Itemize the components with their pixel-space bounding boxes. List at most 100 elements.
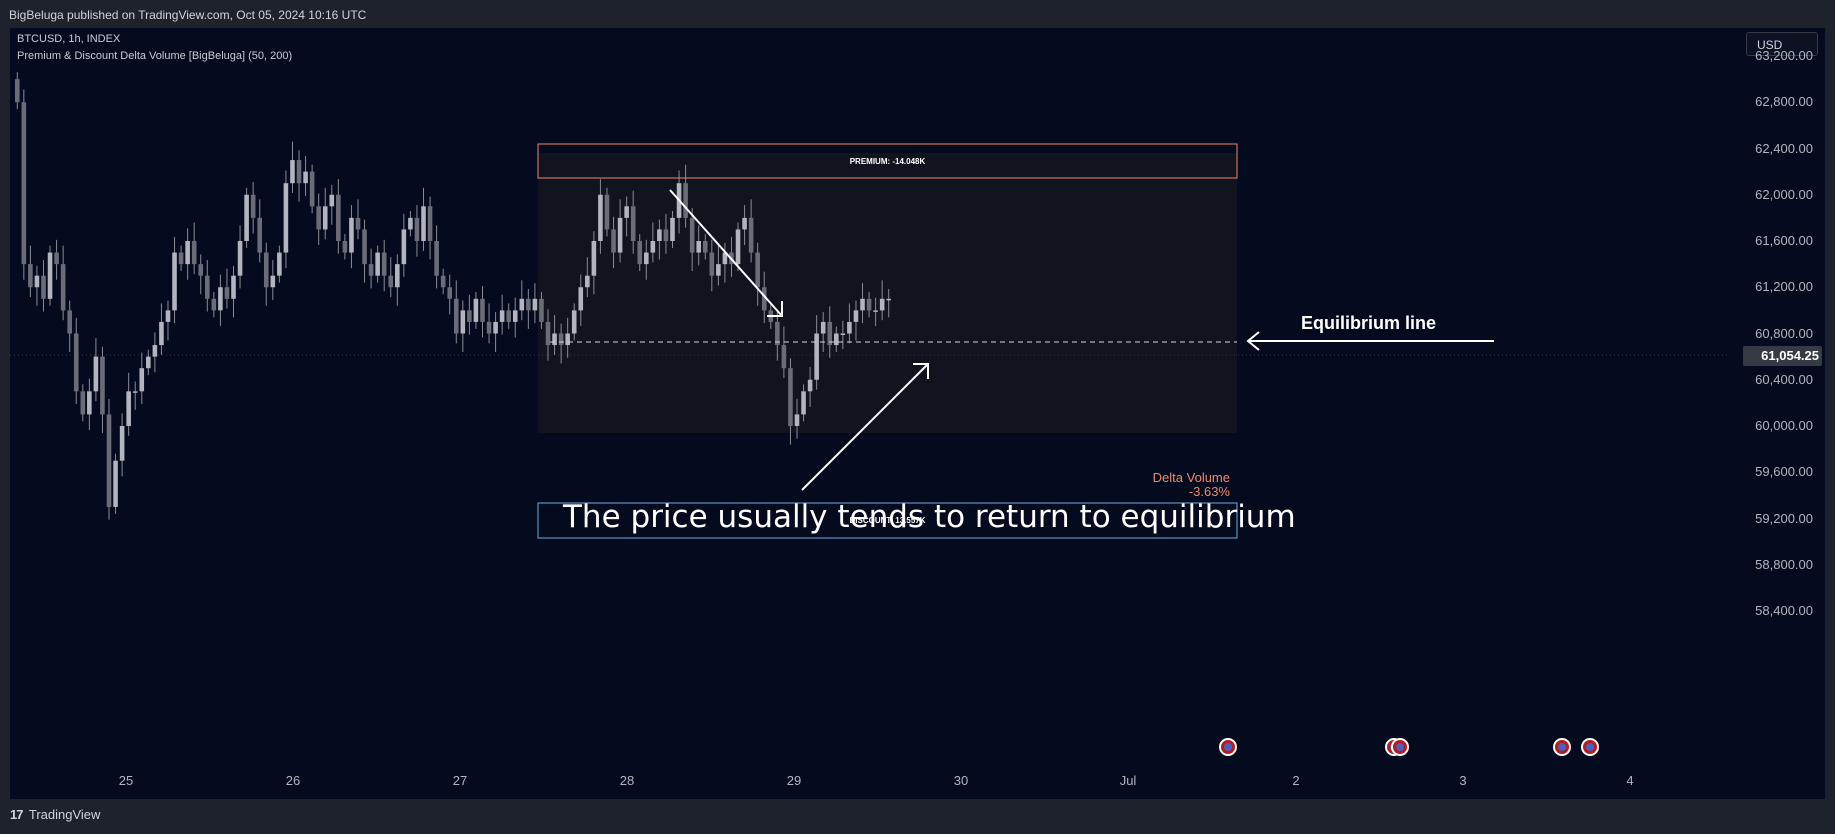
price-axis-label: 60,000.00 [1755,418,1813,433]
price-chart[interactable] [10,28,1825,799]
price-axis-label: 61,200.00 [1755,279,1813,295]
candle-body [853,310,859,322]
candle-body [552,333,557,346]
us-flag-event-icon[interactable] [1219,738,1237,756]
candle-body [624,206,629,218]
candle-body [761,287,767,311]
candle-body [814,333,819,380]
premium-zone[interactable] [537,143,1238,179]
candle-body [113,460,118,507]
price-axis-label: 60,800.00 [1755,325,1813,341]
candle-body [139,368,145,392]
candle-body [788,368,793,426]
candle-body [375,252,380,276]
candle-body [21,102,27,265]
chart-pane[interactable]: BTCUSD, 1h, INDEX Premium & Discount Del… [10,28,1825,799]
candle-body [54,252,59,265]
candle-body [41,275,46,299]
currency-button[interactable]: USD [1746,32,1818,56]
current-price-badge: 61,054.25 [1743,346,1822,366]
price-axis-label: 62,000.00 [1755,186,1813,202]
discount-zone[interactable] [537,502,1238,539]
brand-name: TradingView [28,807,101,822]
candle-body [283,183,289,253]
candle-body [146,356,151,369]
symbol-legend[interactable]: BTCUSD, 1h, INDEX [17,33,121,45]
time-axis-label: 4 [1626,773,1634,788]
candle-body [296,160,302,184]
candle-body [486,321,492,334]
candle-body [689,217,695,253]
candle-body [598,194,603,241]
candle-body [218,287,223,311]
candle-body [663,229,669,241]
footer-bar: 17 TradingView [0,799,1835,834]
candle-body [617,217,623,253]
price-axis-label: 60,400.00 [1755,371,1813,387]
candle-body [866,298,872,311]
candle-body [34,275,40,288]
candle-body [453,298,459,334]
candle-body [748,217,754,253]
price-axis-label: 59,600.00 [1755,464,1813,480]
candle-body [67,310,72,334]
candle-body [499,310,505,322]
candle-body [775,321,780,346]
candle-body [250,194,256,218]
candle-body [467,310,472,322]
price-axis-label: 62,800.00 [1755,94,1813,110]
candle-body [630,206,636,241]
candle-body [545,321,551,346]
candle-body [178,252,184,265]
candle-body [637,241,643,265]
candle-body [87,391,92,415]
candle-body [290,160,295,184]
candle-body [532,298,538,311]
candle-body [840,333,846,335]
candle-body [571,310,577,334]
tradingview-brand[interactable]: 17 TradingView [10,807,100,822]
candle-body [460,310,466,334]
candle-body [480,298,485,322]
candle-body [244,194,249,241]
candle-body [473,298,479,322]
us-flag-event-icon[interactable] [1553,738,1571,756]
candle-body [611,229,616,253]
equilibrium-annotation: Equilibrium line [1301,313,1437,333]
candle-body [342,241,348,253]
candle-body [172,252,177,311]
premium-label: PREMIUM: -14.048K [849,157,926,166]
candle-body [722,252,728,265]
down-arrow [669,189,783,317]
candle-body [362,229,367,265]
candle-body [440,275,446,288]
price-axis-label: 58,800.00 [1755,556,1813,572]
candle-body [349,217,354,253]
candle-body [191,241,197,265]
candle-body [257,217,263,253]
price-axis-label: 63,200.00 [1755,48,1813,63]
candle-body [506,310,511,322]
discount-label: DISCOUNT: 13.557K [849,516,926,525]
candle-body [73,333,79,392]
publish-header: BigBeluga published on TradingView.com, … [0,0,1835,28]
us-flag-event-icon[interactable] [1391,738,1409,756]
candle-body [834,333,839,346]
candle-body [336,194,341,241]
candle-body [794,414,800,426]
candle-body [447,287,453,299]
tradingview-logo-icon: 17 [10,807,24,822]
up-arrow [801,363,929,491]
candle-body [558,333,564,346]
main-caption: The price usually tends to return to equ… [563,499,1296,535]
candle-body [526,298,531,311]
candle-body [204,275,210,299]
candle-body [591,241,597,276]
indicator-legend[interactable]: Premium & Discount Delta Volume [BigBelu… [17,50,293,62]
candle-body [100,356,105,415]
time-axis-label: 30 [953,773,969,788]
candle-body [643,252,649,265]
candle-body [381,252,387,276]
candle-body [231,275,236,299]
us-flag-event-icon[interactable] [1581,738,1599,756]
